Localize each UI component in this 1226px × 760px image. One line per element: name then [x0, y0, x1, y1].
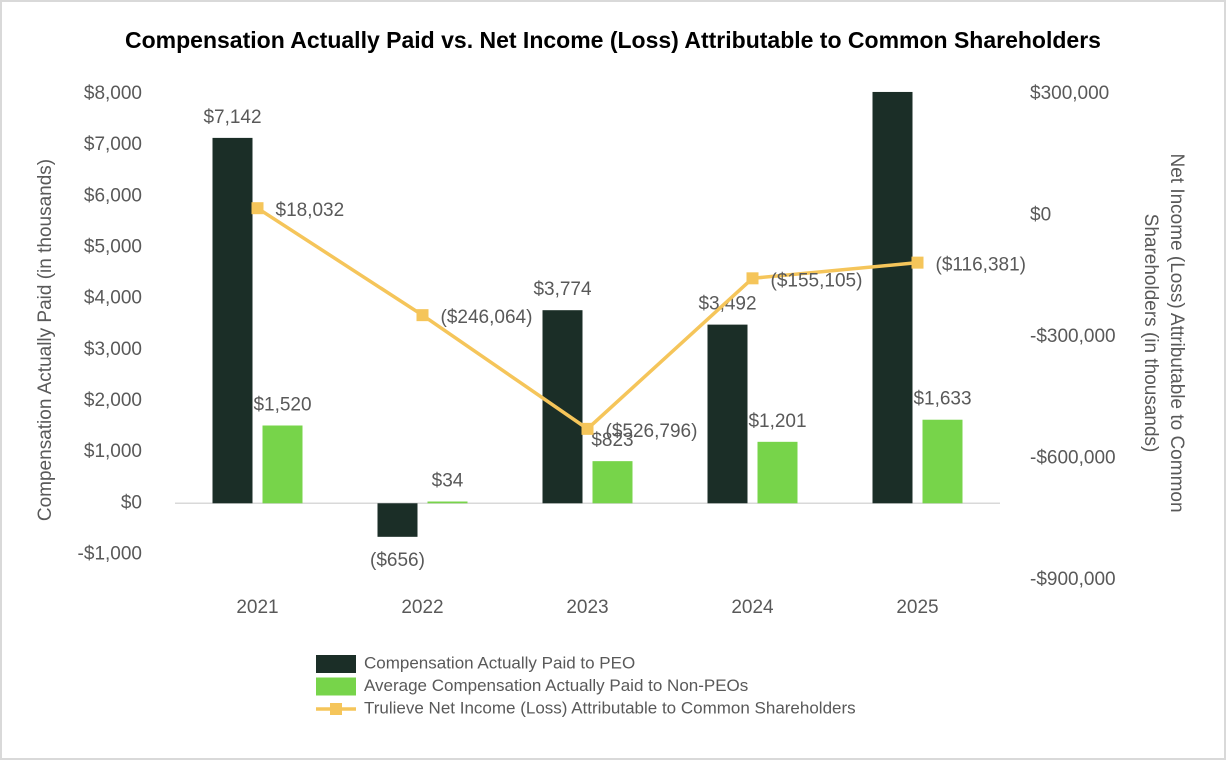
line-marker [911, 256, 924, 269]
y2-tick-label: -$300,000 [1030, 326, 1116, 347]
bar [377, 503, 418, 537]
data-label: $18,032 [276, 200, 345, 221]
x-tick-label: 2022 [401, 597, 443, 618]
data-label: $1,520 [253, 395, 311, 416]
x-tick-label: 2024 [731, 597, 774, 618]
data-label: $1,201 [748, 411, 806, 432]
data-label: ($246,064) [441, 307, 533, 328]
y-tick-label: $4,000 [84, 288, 142, 309]
line-marker [251, 202, 264, 215]
data-label: ($116,381) [936, 255, 1027, 276]
bar [757, 441, 798, 504]
y-tick-label: $3,000 [84, 339, 142, 360]
legend-label: Average Compensation Actually Paid to No… [364, 676, 748, 695]
bar [872, 91, 913, 504]
y-tick-label: $6,000 [84, 185, 142, 206]
bar [592, 461, 633, 504]
y2-tick-label: $0 [1030, 205, 1051, 226]
bar [427, 501, 468, 504]
bar [922, 419, 963, 504]
x-tick-label: 2021 [236, 597, 278, 618]
legend-swatch [316, 655, 356, 673]
y2-axis-title: Net Income (Loss) Attributable to Common [1166, 153, 1187, 512]
chart-title: Compensation Actually Paid vs. Net Incom… [125, 27, 1101, 53]
data-label: ($656) [370, 550, 425, 571]
bar [212, 137, 253, 504]
y2-tick-label: -$900,000 [1030, 569, 1116, 590]
bar [707, 324, 748, 504]
x-tick-label: 2023 [566, 597, 608, 618]
data-label: $3,774 [533, 279, 592, 300]
data-label: ($155,105) [771, 270, 863, 291]
y-tick-label: $0 [121, 492, 142, 513]
y2-tick-label: -$600,000 [1030, 448, 1116, 469]
data-label: $7,142 [203, 107, 261, 128]
data-label: $823 [591, 430, 633, 451]
legend-swatch [330, 703, 342, 715]
y-tick-label: -$1,000 [78, 543, 142, 564]
legend-label: Compensation Actually Paid to PEO [364, 653, 635, 672]
y2-axis-title: Shareholders (in thousands) [1140, 214, 1161, 453]
legend-swatch [316, 677, 356, 696]
y-tick-label: $7,000 [84, 134, 142, 155]
x-tick-label: 2025 [896, 597, 938, 618]
bar [542, 310, 583, 504]
y-axis-title: Compensation Actually Paid (in thousands… [35, 159, 56, 521]
line-marker [416, 309, 429, 322]
y-tick-label: $8,000 [84, 83, 142, 104]
data-label: $34 [432, 471, 464, 492]
line-marker [581, 422, 594, 435]
data-label: $3,492 [698, 294, 756, 315]
line-marker [746, 272, 759, 285]
bar [262, 425, 303, 504]
data-label: ($526,796) [606, 421, 698, 442]
y-tick-label: $5,000 [84, 236, 142, 257]
data-label: $1,633 [913, 389, 971, 410]
y-tick-label: $2,000 [84, 390, 142, 411]
y-tick-label: $1,000 [84, 441, 142, 462]
legend-label: Trulieve Net Income (Loss) Attributable … [364, 698, 856, 717]
y2-tick-label: $300,000 [1030, 83, 1109, 104]
